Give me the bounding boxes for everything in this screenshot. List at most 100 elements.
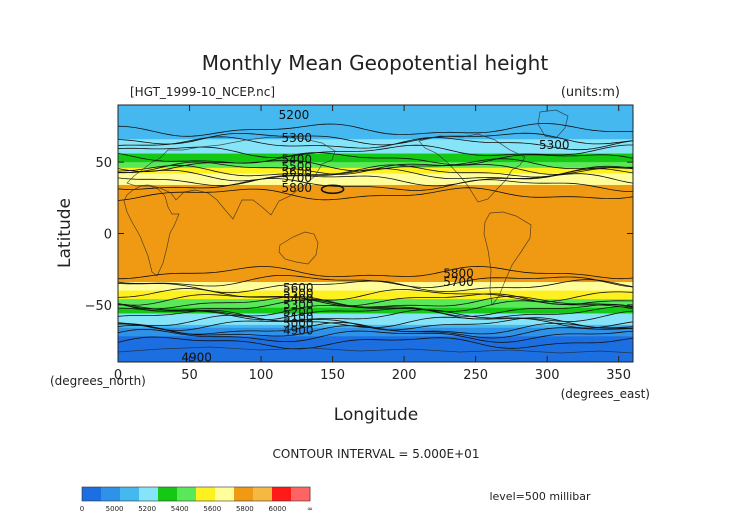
height-band	[118, 224, 633, 229]
height-band	[118, 222, 633, 226]
x-tick-label: 100	[249, 368, 274, 383]
height-band	[118, 142, 633, 146]
colorbar-tick-label: ∞	[307, 505, 313, 513]
x-axis-ticks: 0 50 100 150 200 250 300 350	[114, 105, 631, 383]
height-band	[118, 242, 633, 246]
height-band	[118, 133, 633, 138]
height-band	[118, 253, 633, 257]
colorbar-swatch	[82, 487, 102, 501]
height-band	[118, 176, 633, 180]
colorbar-swatch	[234, 487, 254, 501]
height-band	[118, 350, 633, 355]
contour-line	[118, 173, 633, 187]
height-band	[118, 187, 633, 192]
height-band	[118, 119, 633, 123]
colorbar-swatch	[196, 487, 216, 501]
height-band	[118, 130, 633, 135]
contour-line	[118, 152, 633, 166]
height-band	[118, 213, 633, 217]
colorbar-tick-labels: 0 5000 5200 5400 5600 5800 6000 ∞	[80, 505, 313, 513]
height-band	[118, 310, 633, 315]
height-band	[118, 270, 633, 275]
contour-label: 5400	[283, 292, 314, 306]
contour-line	[118, 187, 633, 201]
height-band	[118, 207, 633, 212]
height-band	[118, 236, 633, 240]
y-axis-ticks: 50 0 −50	[85, 156, 633, 314]
height-band	[118, 316, 633, 320]
height-band	[118, 244, 633, 249]
height-band	[118, 336, 633, 340]
contour-label: 5300	[282, 131, 313, 145]
x-tick-label: 300	[535, 368, 560, 383]
units-label: (units:m)	[561, 85, 620, 100]
height-band	[118, 136, 633, 140]
contour-line	[118, 295, 633, 310]
height-band	[118, 216, 633, 220]
x-tick-label: 250	[463, 368, 488, 383]
height-band	[118, 267, 633, 272]
contour-label: 5100	[283, 311, 314, 325]
height-band	[118, 282, 633, 286]
colorbar-swatch	[101, 487, 121, 501]
contour-label: 5800	[282, 181, 313, 195]
height-band	[118, 256, 633, 260]
height-band	[118, 202, 633, 206]
height-band	[118, 322, 633, 326]
height-band	[118, 353, 633, 357]
contour-line	[118, 306, 633, 321]
height-band	[118, 319, 633, 323]
height-band	[118, 196, 633, 200]
height-band	[118, 239, 633, 243]
x-tick-label: 350	[606, 368, 631, 383]
antarctica-outline	[118, 346, 633, 354]
colorbar-swatch	[139, 487, 159, 501]
contour-line	[118, 303, 633, 317]
coastline-outlines	[118, 109, 633, 354]
y-tick-label: 0	[104, 228, 112, 243]
contour-label: 5400	[282, 152, 313, 166]
height-band	[118, 299, 633, 303]
height-band	[118, 150, 633, 155]
height-band	[118, 199, 633, 203]
height-band	[118, 159, 633, 163]
height-band	[118, 139, 633, 143]
colorbar-swatch	[158, 487, 178, 501]
height-band	[118, 333, 633, 337]
colorbar-swatch	[253, 487, 273, 501]
height-band	[118, 342, 633, 346]
height-band	[118, 313, 633, 317]
africa-outline	[123, 185, 180, 277]
height-band	[118, 179, 633, 183]
height-band	[118, 144, 633, 149]
height-band	[118, 153, 633, 157]
height-band	[118, 182, 633, 186]
contour-label: 5300	[539, 138, 570, 152]
height-band	[118, 359, 633, 362]
contour-interval-text: CONTOUR INTERVAL = 5.000E+01	[273, 447, 480, 461]
height-band	[118, 173, 633, 177]
height-band	[118, 113, 633, 118]
colorbar-tick-label: 5400	[171, 505, 189, 513]
height-band	[118, 170, 633, 175]
height-band	[118, 230, 633, 235]
file-label: [HGT_1999-10_NCEP.nc]	[130, 85, 275, 99]
height-band	[118, 250, 633, 255]
y-unit-label: (degrees_north)	[50, 374, 146, 388]
contour-label: 5600	[283, 281, 314, 295]
height-band	[118, 307, 633, 312]
y-tick-label: −50	[85, 299, 112, 314]
height-band	[118, 193, 633, 197]
contour-line	[118, 168, 633, 182]
level-text: level=500 millibar	[489, 490, 591, 503]
height-band	[118, 296, 633, 300]
colorbar-tick-label: 5800	[236, 505, 254, 513]
height-band	[118, 276, 633, 280]
height-band	[118, 105, 633, 109]
contour-labels: 5200530053005400550056005700580058005700…	[181, 108, 569, 365]
height-band	[118, 219, 633, 223]
height-band	[118, 259, 633, 263]
contour-line	[118, 328, 633, 343]
y-tick-label: 50	[95, 156, 112, 171]
height-band	[118, 330, 633, 335]
